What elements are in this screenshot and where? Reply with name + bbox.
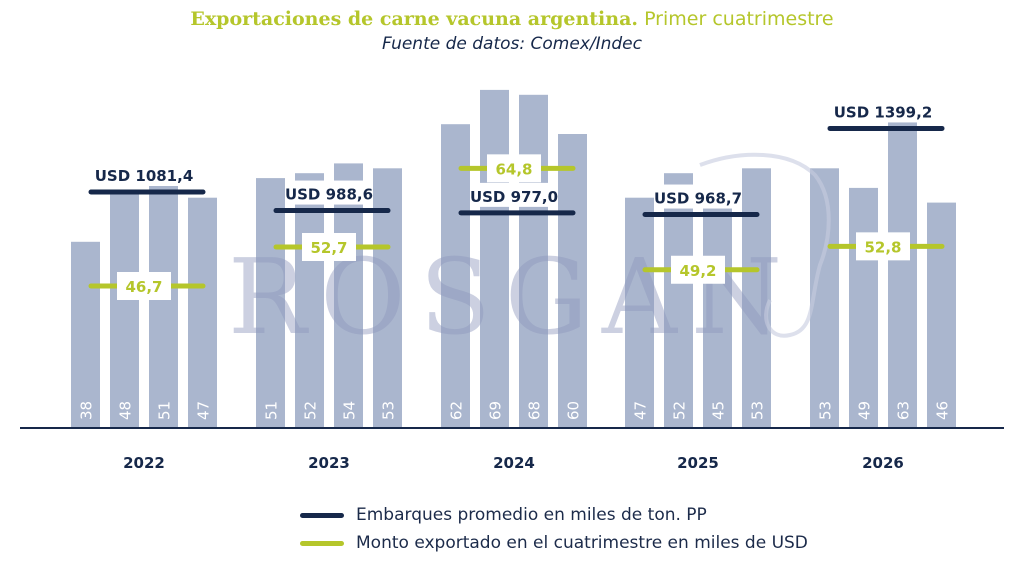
usd-label-bg-2024 [470,182,558,207]
usd-label-2025: USD 968,7 [654,190,742,208]
bar-2022-3 [149,178,178,428]
bar-2026-3 [888,119,917,429]
bar-2024-2 [480,89,509,429]
year-label-2023: 2023 [308,454,350,472]
bar-2022-2 [110,192,139,428]
legend-label-embarques: Embarques promedio en miles de ton. PP [356,505,707,525]
usd-label-bg-2022 [96,162,192,186]
bar-2026-4 [927,202,956,428]
ton-label-2024: 64,8 [495,160,532,178]
bar-2024-3 [519,94,548,429]
ton-label-bg-2025 [671,255,725,284]
ton-label-2025: 49,2 [679,262,716,280]
ton-label-bg-2024 [487,154,541,183]
bar-2025-4 [742,168,771,429]
legend-swatch-lime [300,540,344,546]
ton-label-2023: 52,7 [310,239,347,257]
bar-2024-1 [441,124,470,428]
bar-2025-3 [703,207,732,428]
bar-value-label: 46 [934,401,952,420]
usd-label-2024: USD 977,0 [470,188,558,206]
bar-value-label: 60 [565,401,583,420]
ton-label-2022: 46,7 [125,278,162,296]
year-label-2025: 2025 [677,454,719,472]
bar-value-label: 53 [749,401,767,420]
bar-2023-3 [334,163,363,428]
bar-2024-4 [558,134,587,428]
usd-label-2026: USD 1399,2 [834,103,933,121]
bar-2025-1 [625,197,654,428]
chart-title: Exportaciones de carne vacuna argentina.… [0,8,1024,30]
usd-label-2023: USD 988,6 [285,186,373,204]
bar-value-label: 45 [710,401,728,420]
ton-label-bg-2026 [856,232,910,261]
bar-value-label: 47 [195,401,213,420]
bar-2022-1 [71,241,100,428]
bar-value-label: 54 [341,401,359,420]
bar-2022-4 [188,197,217,428]
bar-value-label: 62 [448,401,466,420]
bar-value-label: 68 [526,401,544,420]
ton-label-bg-2023 [302,233,356,261]
bar-value-label: 69 [487,401,505,420]
usd-label-bg-2025 [654,184,742,209]
bar-2026-2 [849,187,878,428]
legend-label-monto: Monto exportado en el cuatrimestre en mi… [356,533,808,553]
bar-chart: 38 48 51 47 51 52 54 53 62 69 68 60 47 52 45 53 53 49 63 46… [20,89,1004,472]
legend-item-embarques: Embarques promedio en miles de ton. PP [300,503,860,527]
usd-label-2022: USD 1081,4 [95,167,194,185]
chart-title-period: Primer cuatrimestre [644,8,834,30]
ton-label-bg-2022 [117,272,171,300]
bar-value-label: 51 [263,401,281,420]
chart-subtitle: Fuente de datos: Comex/Indec [381,34,642,54]
bar-value-label: 53 [817,401,835,420]
watermark-bull-outline [699,152,831,338]
usd-label-bg-2026 [835,98,931,123]
bar-value-label: 53 [380,401,398,420]
bar-value-label: 38 [78,401,96,420]
ton-label-2026: 52,8 [864,238,901,256]
bar-value-label: 51 [156,401,174,420]
chart-title-main: Exportaciones de carne vacuna argentina. [190,8,639,30]
bar-value-label: 47 [632,401,650,420]
bar-value-label: 49 [856,401,874,420]
bar-value-label: 52 [302,401,320,420]
year-label-2024: 2024 [493,454,535,472]
usd-label-bg-2023 [285,180,373,205]
bar-value-label: 52 [671,401,689,420]
bar-value-label: 63 [895,401,913,420]
bar-2023-1 [256,178,285,428]
bar-2023-2 [295,173,324,428]
year-label-2026: 2026 [862,454,904,472]
legend-item-monto: Monto exportado en el cuatrimestre en mi… [300,531,860,555]
legend-swatch-navy [300,512,344,518]
year-label-2022: 2022 [123,454,165,472]
bar-value-label: 48 [117,401,135,420]
